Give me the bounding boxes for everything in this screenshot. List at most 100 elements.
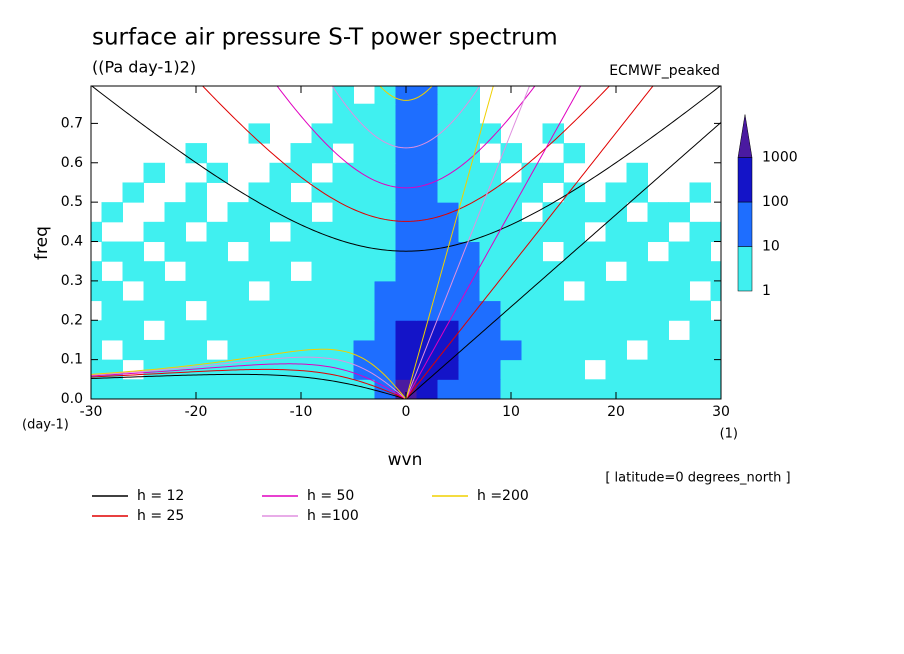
field-cell: [332, 103, 354, 124]
field-cell: [248, 221, 270, 243]
dispersion-curve: [405, 86, 531, 399]
y-tick-label: 0.1: [61, 352, 83, 368]
field-cell: [269, 300, 291, 321]
field-cell: [584, 320, 606, 341]
field-cell: [395, 300, 417, 321]
field-cell: [311, 320, 333, 341]
field-cell: [227, 280, 249, 302]
field-cell: [164, 280, 186, 302]
field-cell: [563, 221, 585, 243]
field-cell: [689, 300, 711, 321]
field-cell: [143, 339, 165, 361]
field-cell: [500, 202, 522, 223]
field-cell: [206, 280, 228, 302]
field-cell: [521, 320, 543, 341]
field-cell: [416, 86, 438, 105]
field-cell: [584, 261, 606, 282]
field-cell: [269, 202, 291, 223]
field-cell: [542, 339, 564, 361]
field-cell: [458, 359, 480, 380]
field-cell: [605, 280, 627, 302]
field-cell: [605, 241, 627, 262]
field-cell: [479, 162, 501, 183]
field-cell: [416, 241, 438, 262]
field-cell: [668, 339, 690, 361]
dispersion-curve: [405, 86, 494, 399]
field-cell: [437, 359, 459, 380]
field-cell: [710, 280, 721, 302]
field-cell: [395, 103, 417, 124]
field-cell: [605, 320, 627, 341]
x-tick-label: -30: [80, 404, 103, 420]
field-cell: [689, 261, 711, 282]
colorbar-label: 1: [762, 283, 771, 299]
field-cell: [500, 182, 522, 203]
field-cell: [500, 379, 522, 399]
field-cell: [311, 300, 333, 321]
field-cell: [437, 143, 459, 164]
field-cell: [626, 261, 648, 282]
dispersion-curve: [405, 86, 654, 399]
dispersion-curve: [379, 86, 433, 101]
field-cell: [269, 320, 291, 341]
field-cell: [374, 280, 396, 302]
field-cell: [374, 182, 396, 203]
field-cell: [353, 300, 375, 321]
field-cell: [479, 123, 501, 144]
field-cell: [563, 300, 585, 321]
field-cell: [500, 280, 522, 302]
dispersion-curve: [91, 348, 407, 399]
colorbar-label: 1000: [762, 150, 798, 166]
field-cell: [542, 359, 564, 380]
colorbar-label: 100: [762, 194, 789, 210]
field-cell: [290, 300, 312, 321]
field-cell: [584, 339, 606, 361]
field-cell: [248, 379, 270, 399]
field-cell: [101, 300, 123, 321]
field-cell: [227, 202, 249, 223]
field-cell: [290, 162, 312, 183]
field-cell: [563, 320, 585, 341]
field-cell: [164, 300, 186, 321]
field-cell: [122, 182, 144, 203]
field-cell: [185, 379, 207, 399]
subtitle: ((Pa day-1)2): [92, 58, 196, 77]
field-cell: [584, 202, 606, 223]
field-cell: [458, 182, 480, 203]
field-cell: [437, 86, 459, 105]
field-cell: [332, 162, 354, 183]
field-cell: [206, 162, 228, 183]
field-cell: [479, 320, 501, 341]
field-cell: [416, 143, 438, 164]
field-cell: [458, 280, 480, 302]
field-cell: [269, 379, 291, 399]
field-cell: [416, 320, 438, 341]
field-cell: [647, 202, 669, 223]
field-cell: [563, 379, 585, 399]
field-cell: [584, 300, 606, 321]
field-cell: [248, 241, 270, 262]
colorbar-segment: [737, 246, 753, 292]
field-cell: [416, 202, 438, 223]
field-cell: [332, 339, 354, 361]
field-cell: [479, 182, 501, 203]
field-cell: [710, 221, 721, 243]
dispersion-curve: [91, 373, 407, 399]
field-cell: [395, 202, 417, 223]
field-cell: [458, 123, 480, 144]
field-cell: [668, 241, 690, 262]
dispersion-curve: [276, 86, 536, 189]
source-label: ECMWF_peaked: [609, 63, 720, 79]
field-cell: [122, 300, 144, 321]
field-cell: [395, 339, 417, 361]
field-cell: [353, 339, 375, 361]
field-cell: [143, 379, 165, 399]
field-cell: [521, 261, 543, 282]
field-cell: [458, 103, 480, 124]
field-cell: [710, 339, 721, 361]
field-cell: [353, 123, 375, 144]
field-cell: [668, 379, 690, 399]
field-cell: [437, 182, 459, 203]
field-cell: [122, 339, 144, 361]
field-cell: [689, 379, 711, 399]
